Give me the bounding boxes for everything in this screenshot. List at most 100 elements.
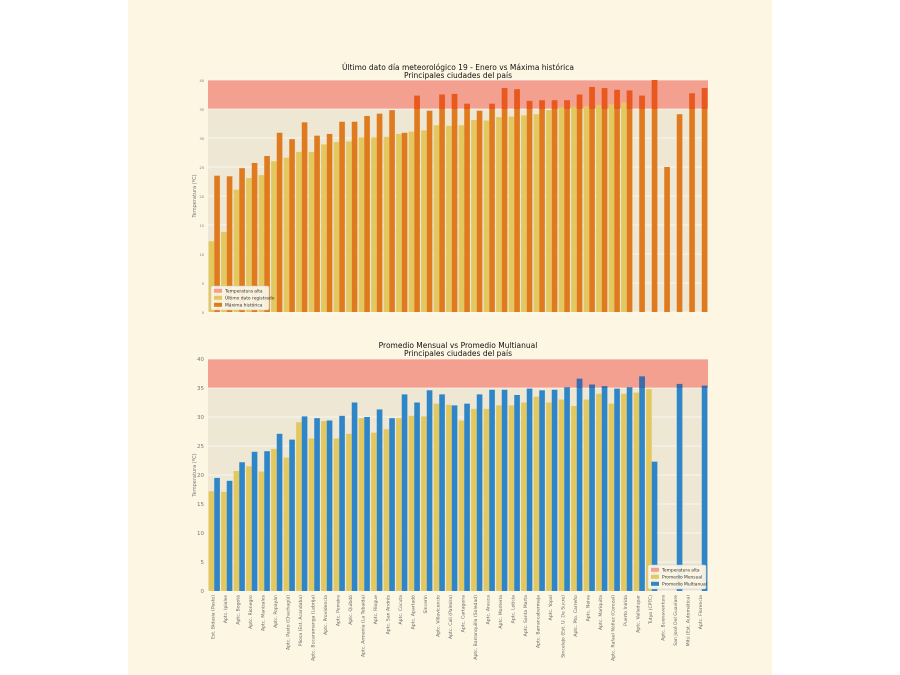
bar-multiannual-average	[639, 376, 645, 591]
legend-swatch	[651, 574, 659, 579]
x-tick-label: Aptc. Leticia	[510, 595, 516, 623]
x-tick-label: Sincelejo (Est. U. De Sucre)	[560, 595, 566, 658]
x-tick-label: Aptc. Mariquita	[598, 595, 604, 630]
bar-monthly-average	[283, 457, 290, 591]
bar-monthly-average	[508, 405, 515, 591]
bar-last-value	[296, 151, 302, 312]
bar-max-historic-high	[539, 100, 545, 109]
bar-monthly-average	[408, 415, 415, 591]
x-tick-label: Aptc. Bucaramanga (Lebrija)	[310, 595, 316, 661]
bar-multiannual-average	[464, 403, 470, 591]
bar-last-value	[483, 120, 490, 312]
y-tick-label: 0	[201, 589, 205, 595]
bar-max-historic	[701, 88, 708, 313]
bar-last-value	[608, 104, 615, 312]
bar-multiannual-average	[389, 418, 395, 591]
bar-multiannual-average	[489, 389, 495, 591]
bar-monthly-average	[246, 466, 252, 591]
bar-max-historic-high	[626, 90, 633, 109]
bar-multiannual-average	[526, 388, 533, 591]
bar-max-historic-high	[414, 95, 420, 109]
y-tick-label: 35	[200, 108, 204, 112]
bar-multiannual-average	[289, 439, 295, 591]
bar-max-historic	[214, 175, 220, 312]
bar-multiannual-average	[264, 451, 270, 591]
bar-max-historic-high	[514, 89, 520, 109]
bar-max-historic-high	[601, 88, 608, 109]
x-tick-label: Aptc. Barrancabermeja	[535, 595, 541, 648]
bar-max-historic	[226, 176, 233, 312]
bar-multiannual-average	[451, 405, 458, 591]
bar-max-historic-high	[464, 103, 470, 109]
bar-last-value	[533, 114, 540, 312]
bar-monthly-average	[571, 405, 577, 591]
bar-last-value	[621, 102, 627, 313]
bar-multiannual-average	[401, 394, 408, 591]
bar-last-value	[396, 133, 402, 312]
bar-monthly-average	[333, 438, 340, 591]
x-tick-label: Aptc. Riogue	[373, 595, 379, 624]
bar-monthly-average	[346, 433, 352, 591]
y-tick-label: 15	[197, 502, 204, 508]
bar-multiannual-average	[576, 378, 583, 591]
report-page: 0 5 10 15 20 25 30 35 40 Último dato día meteorol…	[128, 0, 772, 675]
bar-max-historic-high	[651, 80, 658, 109]
bar-last-value	[208, 241, 215, 312]
bar-multiannual-average	[414, 402, 420, 591]
x-tick-label: Mitú (Est. Automática)	[684, 595, 691, 647]
bar-monthly-average	[358, 418, 365, 591]
bar-monthly-average	[221, 491, 227, 591]
bar-multiannual-average	[601, 386, 608, 591]
bar-monthly-average	[521, 402, 527, 591]
x-tick-label: Pliosa (Est. Acandaba)	[298, 595, 304, 646]
x-tick-label: Aptc. Cartagena	[460, 595, 466, 632]
bar-max-historic	[476, 110, 483, 313]
bar-multiannual-high	[676, 383, 683, 388]
bar-monthly-average	[546, 402, 552, 591]
bar-last-value	[233, 189, 240, 312]
bar-multiannual-average	[326, 420, 333, 591]
legend-label: Temperatura alta	[661, 568, 700, 574]
y-tick-label: 40	[197, 357, 204, 363]
bar-last-value	[333, 142, 340, 312]
x-tick-label: Aptc. Popayán	[272, 595, 279, 628]
bar-max-historic	[664, 167, 670, 312]
bar-monthly-average	[233, 470, 240, 591]
x-tick-label: Aptc. Armenia (La Tebaida)	[360, 595, 366, 657]
bar-max-historic	[289, 139, 295, 312]
bar-last-value	[458, 125, 465, 313]
chart-subtitle: Principales ciudades del país	[404, 349, 512, 358]
bar-max-historic-high	[639, 95, 645, 109]
bar-monthly-average	[296, 422, 302, 591]
bar-multiannual-high	[576, 378, 583, 388]
bar-max-historic	[514, 89, 520, 312]
bar-max-historic	[614, 89, 620, 312]
x-tick-label: Aptc. Barranquilla (Soledad)	[473, 595, 479, 660]
bar-multiannual-high	[601, 386, 608, 388]
bar-max-historic	[276, 132, 283, 312]
bar-max-historic-high	[576, 94, 583, 109]
chart-max-historic: 0 5 10 15 20 25 30 35 40 Último dato día meteorol…	[192, 63, 708, 315]
bar-multiannual-average	[589, 384, 595, 591]
bar-multiannual-high	[639, 376, 645, 388]
y-axis-label: Temperatura (ºC)	[192, 453, 198, 497]
bar-max-historic	[351, 121, 358, 312]
x-tick-label: Aptc. San Andrés	[384, 594, 391, 634]
high-temperature-band	[208, 80, 708, 109]
high-temperature-band	[208, 359, 708, 388]
bar-max-historic	[501, 88, 508, 313]
bar-monthly-average	[646, 389, 652, 591]
legend-swatch	[651, 581, 659, 586]
bar-max-historic	[589, 86, 595, 313]
bar-max-historic-high	[614, 89, 620, 109]
bar-max-historic	[239, 168, 245, 312]
x-tick-label: Aptc. Santa Marta	[523, 595, 529, 636]
bar-max-historic	[576, 94, 583, 312]
bar-max-historic-high	[526, 100, 533, 109]
bar-max-historic	[601, 88, 608, 313]
bar-max-historic-high	[551, 100, 558, 109]
bar-max-historic-high	[564, 100, 570, 109]
y-tick-label: 15	[200, 224, 204, 228]
bar-last-value	[558, 107, 565, 312]
bar-last-value	[421, 130, 427, 312]
